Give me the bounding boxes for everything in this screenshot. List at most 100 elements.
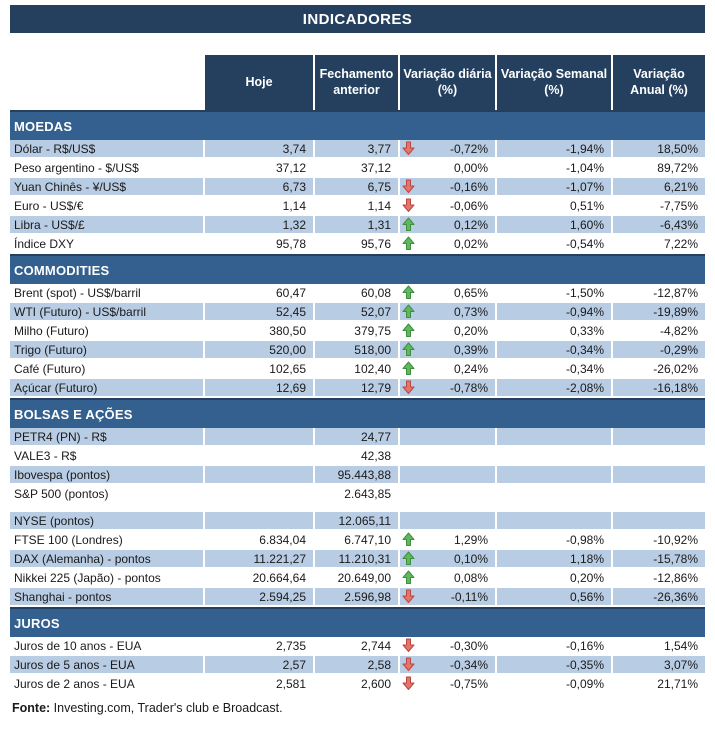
page-title: INDICADORES xyxy=(10,5,705,33)
variacao-diaria-value: -0,72% xyxy=(449,141,488,156)
table-row: Shanghai - pontos 2.594,25 2.596,98 -0,11% 0… xyxy=(10,588,705,607)
cell-variacao-anual: 18,50% xyxy=(613,140,705,159)
row-label: VALE3 - R$ xyxy=(10,447,205,466)
source-note: Fonte: Investing.com, Trader's club e Br… xyxy=(10,701,705,715)
cell-variacao-semanal xyxy=(497,466,613,485)
cell-variacao-anual: 21,71% xyxy=(613,675,705,694)
variacao-diaria-value: -0,78% xyxy=(449,380,488,395)
table-row: Trigo (Futuro) 520,00 518,00 0,39% -0,34% -0,… xyxy=(10,341,705,360)
cell-variacao-semanal xyxy=(497,512,613,531)
cell-variacao-semanal: 0,56% xyxy=(497,588,613,607)
cell-hoje: 11.221,27 xyxy=(205,550,315,569)
cell-fechamento-anterior: 42,38 xyxy=(315,447,400,466)
variacao-diaria-value: 0,65% xyxy=(453,285,488,300)
cell-variacao-diaria: -0,11% xyxy=(400,588,497,607)
table-row: Índice DXY 95,78 95,76 0,02% -0,54% 7,22% xyxy=(10,235,705,254)
table-row: S&P 500 (pontos) 2.643,85 xyxy=(10,485,705,504)
cell-variacao-diaria xyxy=(400,447,497,466)
cell-variacao-diaria xyxy=(400,512,497,531)
arrow-down-icon xyxy=(402,380,416,395)
cell-variacao-diaria xyxy=(400,485,497,504)
variacao-diaria-value: 0,00% xyxy=(453,160,488,175)
cell-variacao-diaria: 0,10% xyxy=(400,550,497,569)
variacao-diaria-value: 0,20% xyxy=(453,323,488,338)
variacao-diaria-value: -0,30% xyxy=(449,638,488,653)
cell-variacao-diaria xyxy=(400,428,497,447)
cell-fechamento-anterior: 6.747,10 xyxy=(315,531,400,550)
row-label: Yuan Chinês - ¥/US$ xyxy=(10,178,205,197)
column-header-variacao-diaria: Variação diária (%) xyxy=(400,55,497,110)
variacao-diaria-value: 0,73% xyxy=(453,304,488,319)
cell-fechamento-anterior: 60,08 xyxy=(315,284,400,303)
cell-variacao-semanal: 0,20% xyxy=(497,569,613,588)
cell-variacao-anual: -10,92% xyxy=(613,531,705,550)
cell-variacao-anual: 89,72% xyxy=(613,159,705,178)
cell-variacao-semanal xyxy=(497,447,613,466)
cell-hoje: 12,69 xyxy=(205,379,315,398)
variacao-diaria-value: -0,06% xyxy=(449,198,488,213)
cell-fechamento-anterior: 11.210,31 xyxy=(315,550,400,569)
table-row: NYSE (pontos) 12.065,11 xyxy=(10,512,705,531)
cell-variacao-diaria: 0,20% xyxy=(400,322,497,341)
variacao-diaria-value: -0,34% xyxy=(449,657,488,672)
cell-fechamento-anterior: 1,14 xyxy=(315,197,400,216)
cell-variacao-anual: -26,36% xyxy=(613,588,705,607)
cell-hoje: 1,14 xyxy=(205,197,315,216)
table-row: Peso argentino - $/US$ 37,12 37,12 0,00% -1,… xyxy=(10,159,705,178)
cell-variacao-anual: -26,02% xyxy=(613,360,705,379)
cell-variacao-diaria: 0,02% xyxy=(400,235,497,254)
cell-variacao-diaria: -0,75% xyxy=(400,675,497,694)
table-row: Café (Futuro) 102,65 102,40 0,24% -0,34% -26,… xyxy=(10,360,705,379)
table-row: Dólar - R$/US$ 3,74 3,77 -0,72% -1,94% 18,50% xyxy=(10,140,705,159)
row-label: Libra - US$/£ xyxy=(10,216,205,235)
cell-hoje: 102,65 xyxy=(205,360,315,379)
cell-variacao-diaria: -0,72% xyxy=(400,140,497,159)
cell-variacao-semanal: 0,51% xyxy=(497,197,613,216)
cell-variacao-semanal xyxy=(497,485,613,504)
cell-variacao-semanal: 1,18% xyxy=(497,550,613,569)
arrow-down-icon xyxy=(402,198,416,213)
cell-hoje: 2,735 xyxy=(205,637,315,656)
row-label: Café (Futuro) xyxy=(10,360,205,379)
cell-hoje: 2.594,25 xyxy=(205,588,315,607)
cell-fechamento-anterior: 2,58 xyxy=(315,656,400,675)
row-label: Brent (spot) - US$/barril xyxy=(10,284,205,303)
arrow-up-icon xyxy=(402,236,416,251)
arrow-up-icon xyxy=(402,285,416,300)
cell-fechamento-anterior: 379,75 xyxy=(315,322,400,341)
table-row: Brent (spot) - US$/barril 60,47 60,08 0,65%… xyxy=(10,284,705,303)
row-label: DAX (Alemanha) - pontos xyxy=(10,550,205,569)
arrow-down-icon xyxy=(402,638,416,653)
section-header-juros: JUROS xyxy=(10,607,705,637)
cell-variacao-semanal: -0,35% xyxy=(497,656,613,675)
cell-variacao-diaria: 0,73% xyxy=(400,303,497,322)
cell-hoje: 60,47 xyxy=(205,284,315,303)
cell-fechamento-anterior: 12,79 xyxy=(315,379,400,398)
cell-variacao-diaria: 0,24% xyxy=(400,360,497,379)
cell-hoje: 20.664,64 xyxy=(205,569,315,588)
table-row: Juros de 2 anos - EUA 2,581 2,600 -0,75% -0,… xyxy=(10,675,705,694)
cell-variacao-anual xyxy=(613,447,705,466)
cell-variacao-semanal: -0,34% xyxy=(497,341,613,360)
column-header-hoje: Hoje xyxy=(205,55,315,110)
row-label: Açúcar (Futuro) xyxy=(10,379,205,398)
table-row: PETR4 (PN) - R$ 24,77 xyxy=(10,428,705,447)
row-label: PETR4 (PN) - R$ xyxy=(10,428,205,447)
cell-hoje: 95,78 xyxy=(205,235,315,254)
variacao-diaria-value: -0,16% xyxy=(449,179,488,194)
cell-fechamento-anterior: 518,00 xyxy=(315,341,400,360)
cell-variacao-anual: -16,18% xyxy=(613,379,705,398)
blank-spacer-row xyxy=(10,504,705,512)
cell-variacao-semanal: -0,16% xyxy=(497,637,613,656)
cell-variacao-anual: 3,07% xyxy=(613,656,705,675)
row-label: Milho (Futuro) xyxy=(10,322,205,341)
cell-fechamento-anterior: 20.649,00 xyxy=(315,569,400,588)
cell-hoje xyxy=(205,485,315,504)
cell-variacao-anual: 6,21% xyxy=(613,178,705,197)
cell-variacao-anual: -4,82% xyxy=(613,322,705,341)
cell-hoje xyxy=(205,428,315,447)
row-label: Peso argentino - $/US$ xyxy=(10,159,205,178)
row-label: Trigo (Futuro) xyxy=(10,341,205,360)
cell-variacao-diaria: -0,30% xyxy=(400,637,497,656)
cell-variacao-semanal xyxy=(497,428,613,447)
